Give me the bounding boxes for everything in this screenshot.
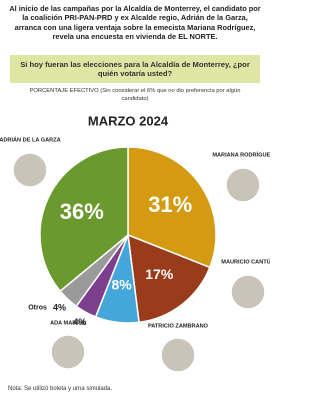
- category-label: PATRICIO ZAMBRANO: [148, 323, 209, 329]
- photo: [231, 275, 265, 309]
- infographic: Al inicio de las campañas por la Alcaldí…: [0, 0, 270, 402]
- photo: [226, 168, 260, 202]
- chart-title: MARZO 2024: [88, 113, 169, 128]
- value-label: 4%: [53, 302, 66, 312]
- value-label: 36%: [60, 199, 104, 224]
- chart: MARZO 2024 31% MARIANA RODRÍGUEZ 17% MAURIC…: [0, 0, 270, 402]
- photo: [51, 335, 85, 369]
- value-label: 17%: [145, 266, 174, 282]
- category-label: MAURICIO CANTÚ: [221, 258, 270, 265]
- category-label: ADRIÁN DE LA GARZA: [0, 136, 61, 143]
- photo: [161, 338, 195, 372]
- category-label: MARIANA RODRÍGUEZ: [212, 150, 270, 158]
- value-label: 8%: [111, 276, 132, 292]
- category-label: Otros: [28, 305, 47, 312]
- category-label: ADA MADRID: [50, 320, 86, 326]
- photo: [13, 153, 47, 187]
- value-label: 31%: [148, 192, 192, 217]
- note: Nota: Se utilizó boleta y urna simulada.: [8, 386, 112, 392]
